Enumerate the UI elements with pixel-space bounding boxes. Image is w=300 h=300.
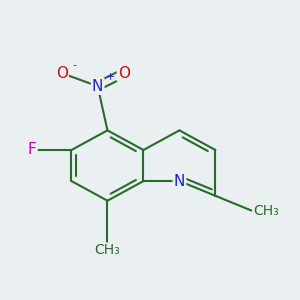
Text: N: N xyxy=(92,79,103,94)
Text: +: + xyxy=(105,72,115,82)
Text: CH₃: CH₃ xyxy=(94,243,120,257)
Text: F: F xyxy=(28,142,37,158)
Text: O: O xyxy=(118,66,130,81)
Text: N: N xyxy=(174,174,185,189)
Text: -: - xyxy=(72,60,76,70)
Text: CH₃: CH₃ xyxy=(253,203,279,218)
Text: O: O xyxy=(56,66,68,81)
